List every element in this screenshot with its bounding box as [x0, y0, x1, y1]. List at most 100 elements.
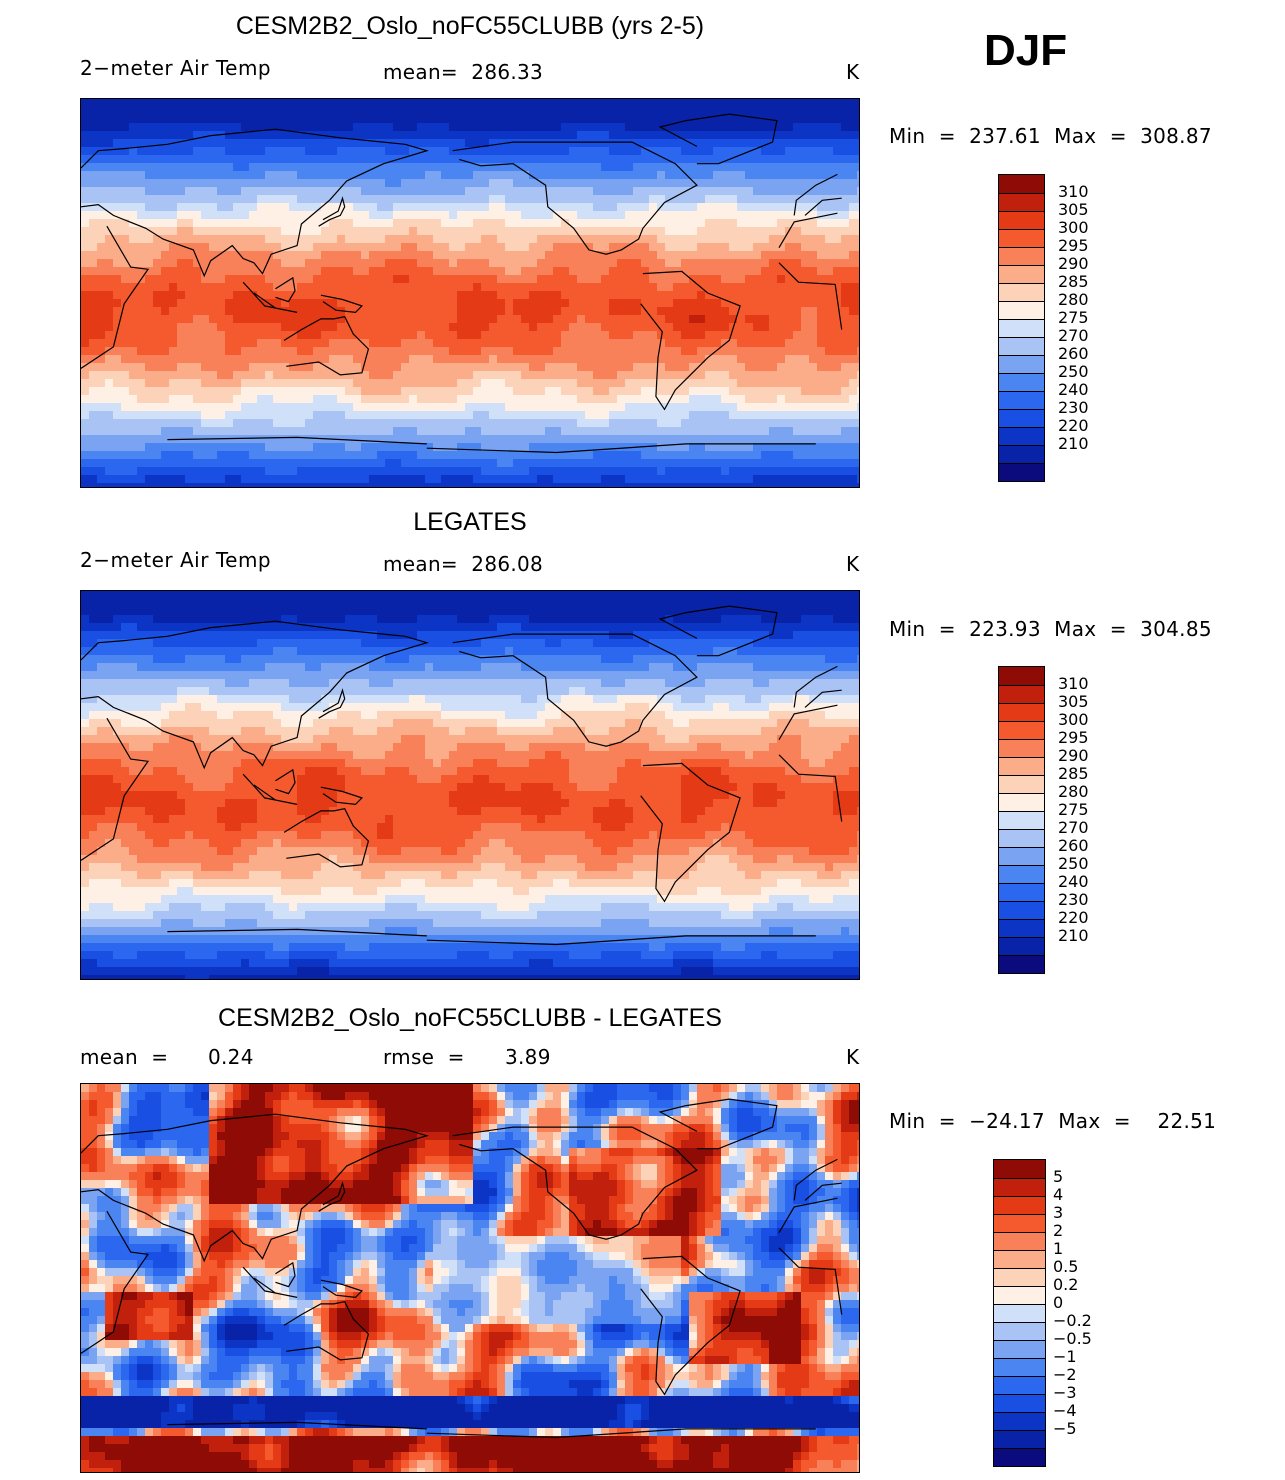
field-cell	[337, 115, 346, 124]
field-cell	[257, 115, 266, 124]
field-cell	[817, 331, 826, 340]
field-cell	[177, 451, 186, 460]
field-cell	[609, 155, 618, 164]
field-cell	[241, 147, 250, 156]
field-cell	[513, 139, 522, 148]
field-cell	[409, 371, 418, 380]
field-cell	[161, 371, 170, 380]
field-cell	[641, 299, 650, 308]
field-cell	[545, 251, 554, 260]
field-cell	[233, 315, 242, 324]
field-cell	[449, 403, 458, 412]
field-cell	[657, 459, 666, 468]
field-cell	[241, 347, 250, 356]
field-cell	[241, 187, 250, 196]
field-cell	[273, 387, 282, 396]
field-cell	[265, 355, 274, 364]
field-cell	[585, 411, 594, 420]
field-cell	[593, 171, 602, 180]
field-cell	[169, 355, 178, 364]
field-cell	[129, 155, 138, 164]
field-cell	[329, 459, 338, 468]
field-cell	[689, 591, 698, 600]
field-cell	[265, 451, 274, 460]
field-cell	[345, 115, 354, 124]
field-cell	[537, 475, 546, 484]
field-cell	[665, 347, 674, 356]
field-cell	[689, 475, 698, 484]
colorbar-segment	[999, 463, 1044, 481]
field-cell	[129, 475, 138, 484]
field-cell	[665, 483, 674, 487]
field-cell	[137, 171, 146, 180]
field-cell	[241, 259, 250, 268]
field-cell	[81, 283, 90, 292]
field-cell	[177, 599, 186, 608]
field-cell	[201, 371, 210, 380]
field-cell	[353, 139, 362, 148]
field-cell	[505, 99, 514, 108]
field-cell	[665, 339, 674, 348]
field-cell	[593, 403, 602, 412]
field-cell	[473, 235, 482, 244]
field-cell	[89, 411, 98, 420]
field-cell	[689, 203, 698, 212]
field-cell	[673, 299, 682, 308]
field-cell	[161, 99, 170, 108]
field-cell	[441, 459, 450, 468]
field-cell	[393, 435, 402, 444]
field-cell	[105, 371, 114, 380]
field-cell	[233, 211, 242, 220]
field-cell	[433, 227, 442, 236]
field-cell	[585, 475, 594, 484]
field-cell	[337, 299, 346, 308]
field-cell	[841, 275, 850, 284]
field-cell	[361, 235, 370, 244]
field-cell	[473, 267, 482, 276]
field-cell	[353, 291, 362, 300]
field-cell	[649, 179, 658, 188]
field-cell	[465, 427, 474, 436]
field-cell	[289, 163, 298, 172]
field-cell	[337, 171, 346, 180]
field-cell	[305, 339, 314, 348]
field-cell	[625, 251, 634, 260]
field-cell	[225, 387, 234, 396]
field-cell	[569, 163, 578, 172]
field-cell	[273, 419, 282, 428]
field-cell	[849, 591, 858, 600]
field-cell	[609, 219, 618, 228]
field-cell	[105, 187, 114, 196]
field-cell	[561, 347, 570, 356]
field-cell	[233, 147, 242, 156]
field-cell	[465, 459, 474, 468]
field-cell	[785, 155, 794, 164]
field-cell	[249, 427, 258, 436]
field-cell	[553, 371, 562, 380]
field-cell	[721, 419, 730, 428]
field-cell	[713, 99, 722, 108]
field-cell	[657, 131, 666, 140]
field-cell	[561, 451, 570, 460]
field-cell	[649, 443, 658, 452]
field-cell	[793, 467, 802, 476]
field-cell	[353, 115, 362, 124]
field-cell	[369, 147, 378, 156]
field-cell	[361, 203, 370, 212]
field-cell	[297, 451, 306, 460]
field-cell	[809, 475, 818, 484]
field-cell	[697, 323, 706, 332]
field-cell	[377, 483, 386, 487]
field-cell	[377, 155, 386, 164]
field-cell	[801, 227, 810, 236]
field-cell	[201, 251, 210, 260]
field-cell	[81, 131, 90, 140]
field-cell	[841, 235, 850, 244]
field-cell	[425, 171, 434, 180]
field-cell	[337, 107, 346, 116]
field-cell	[801, 339, 810, 348]
field-cell	[281, 179, 290, 188]
field-cell	[433, 403, 442, 412]
field-cell	[521, 203, 530, 212]
field-cell	[513, 283, 522, 292]
